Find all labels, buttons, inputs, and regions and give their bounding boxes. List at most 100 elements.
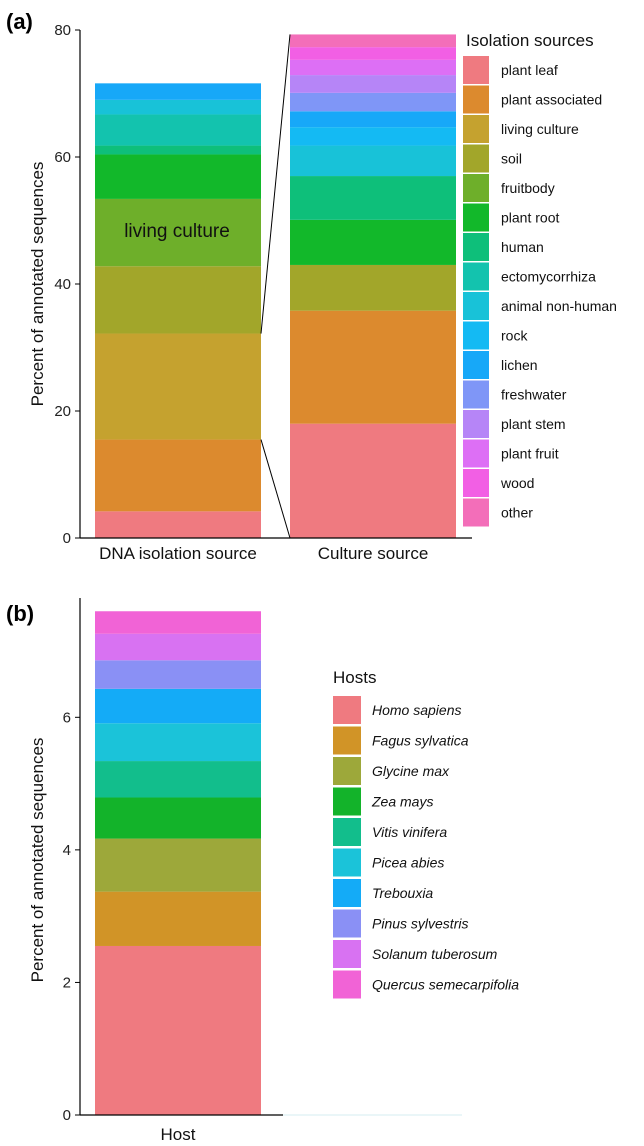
bar-segment-dna-isolation-source-living-culture [95, 333, 261, 440]
y-tick-label-6: 6 [63, 709, 71, 726]
y-tick-label-40: 40 [54, 276, 71, 293]
bar-segment-host-pinus-sylvestris [95, 660, 261, 689]
panel-b-label: (b) [6, 601, 34, 626]
bar-segment-host-trebouxia [95, 688, 261, 724]
bar-segment-culture-source-plant-associated [290, 310, 456, 424]
legend-swatch-animal-non-human [463, 292, 489, 320]
panel-a-legend-title: Isolation sources [466, 31, 594, 50]
legend-swatch-glycine-max [333, 757, 361, 785]
bar-segment-host-picea-abies [95, 723, 261, 762]
y-tick-label-2: 2 [63, 974, 71, 991]
bar-segment-host-vitis-vinifera [95, 761, 261, 798]
bar-segment-dna-isolation-source-animal-non-human [95, 99, 261, 115]
bar-segment-culture-source-lichen [290, 111, 456, 128]
legend-label-pinus-sylvestris: Pinus sylvestris [372, 916, 468, 932]
legend-swatch-lichen [463, 351, 489, 379]
bar-segment-culture-source-plant-stem [290, 75, 456, 93]
legend-swatch-homo-sapiens [333, 696, 361, 724]
zoom-connector-bottom [260, 439, 291, 539]
legend-label-homo-sapiens: Homo sapiens [372, 702, 462, 718]
legend-label-lichen: lichen [501, 357, 538, 373]
panel-b-y-ticks: 0 2 4 6 [63, 709, 80, 1124]
panel-b-legend-title: Hosts [333, 668, 376, 687]
legend-swatch-living-culture [463, 115, 489, 143]
bar-segment-host-quercus-semecarpifolia [95, 611, 261, 634]
legend-swatch-fruitbody [463, 174, 489, 202]
legend-swatch-vitis-vinifera [333, 818, 361, 846]
panel-a-connectors [260, 34, 291, 539]
bar-segment-culture-source-plant-root [290, 219, 456, 265]
legend-label-fruitbody: fruitbody [501, 180, 555, 196]
legend-label-quercus-semecarpifolia: Quercus semecarpifolia [372, 977, 519, 993]
legend-swatch-plant-fruit [463, 439, 489, 468]
legend-label-trebouxia: Trebouxia [372, 885, 433, 901]
legend-label-zea-mays: Zea mays [371, 794, 433, 810]
legend-label-ectomycorrhiza: ectomycorrhiza [501, 269, 596, 285]
zoom-connector-top [260, 34, 291, 334]
bar-segment-dna-isolation-source-lichen [95, 83, 261, 100]
legend-label-plant-fruit: plant fruit [501, 446, 559, 462]
legend-label-human: human [501, 239, 544, 255]
legend-label-glycine-max: Glycine max [372, 763, 450, 779]
panel-b-category-label-host: Host [161, 1125, 196, 1144]
bar-segment-host-glycine-max [95, 838, 261, 892]
bar-segment-host-fagus-sylvatica [95, 891, 261, 946]
legend-swatch-pinus-sylvestris [333, 909, 361, 938]
bar-segment-culture-source-human [290, 176, 456, 220]
legend-swatch-picea-abies [333, 848, 361, 877]
bar-segment-dna-isolation-source-human [95, 145, 261, 155]
bar-segment-culture-source-plant-fruit [290, 59, 456, 76]
legend-label-plant-stem: plant stem [501, 416, 566, 432]
bar-segment-culture-source-animal-non-human [290, 145, 456, 177]
y-tick-label-20: 20 [54, 403, 71, 420]
bar-segment-culture-source-soil [290, 264, 456, 311]
legend-label-living-culture: living culture [501, 121, 579, 137]
y-tick-label-0: 0 [63, 530, 71, 547]
legend-label-other: other [501, 505, 533, 521]
panel-b-y-axis-title: Percent of annotated sequences [28, 738, 47, 983]
panel-b-legend: Homo sapiens Fagus sylvatica Glycine max Ze… [333, 696, 519, 999]
panel-a-bars [95, 34, 456, 538]
legend-swatch-plant-associated [463, 85, 489, 114]
legend-swatch-plant-stem [463, 410, 489, 438]
bar-segment-host-zea-mays [95, 797, 261, 839]
legend-label-vitis-vinifera: Vitis vinifera [372, 824, 447, 840]
bar-segment-dna-isolation-source-soil [95, 266, 261, 334]
panel-a-legend: plant leaf plant associated living culture… [463, 56, 617, 527]
panel-b-bars [95, 611, 261, 1115]
legend-swatch-plant-root [463, 203, 489, 232]
y-tick-label-60: 60 [54, 149, 71, 166]
y-tick-label-0: 0 [63, 1107, 71, 1124]
bar-segment-dna-isolation-source-ectomycorrhiza [95, 114, 261, 146]
legend-label-wood: wood [500, 475, 534, 491]
panel-a-y-axis-title: Percent of annotated sequences [28, 162, 47, 407]
legend-label-rock: rock [501, 328, 528, 344]
panel-a-category-label-culture: Culture source [318, 544, 429, 563]
bar-segment-culture-source-plant-leaf [290, 423, 456, 538]
bar-segment-culture-source-other [290, 34, 456, 48]
panel-a: (a) 0 20 40 60 80 Percent of annotated seque… [6, 9, 617, 563]
y-tick-label-80: 80 [54, 22, 71, 39]
bar-segment-host-homo-sapiens [95, 945, 261, 1115]
legend-label-freshwater: freshwater [501, 387, 567, 403]
legend-swatch-freshwater [463, 380, 489, 409]
legend-swatch-wood [463, 469, 489, 497]
bar-segment-dna-isolation-source-fruitbody [95, 198, 261, 267]
legend-swatch-human [463, 233, 489, 261]
legend-swatch-quercus-semecarpifolia [333, 970, 361, 999]
legend-label-plant-root: plant root [501, 210, 559, 226]
legend-swatch-other [463, 498, 489, 527]
legend-swatch-trebouxia [333, 879, 361, 907]
bar-segment-dna-isolation-source-plant-leaf [95, 511, 261, 538]
legend-label-picea-abies: Picea abies [372, 855, 444, 871]
bar-segment-culture-source-freshwater [290, 92, 456, 112]
legend-swatch-soil [463, 144, 489, 173]
legend-swatch-fagus-sylvatica [333, 726, 361, 755]
panel-a-bar-annotation: living culture [124, 221, 230, 242]
legend-swatch-ectomycorrhiza [463, 262, 489, 291]
legend-label-solanum-tuberosum: Solanum tuberosum [372, 946, 498, 962]
legend-label-fagus-sylvatica: Fagus sylvatica [372, 733, 469, 749]
bar-segment-dna-isolation-source-plant-root [95, 154, 261, 199]
